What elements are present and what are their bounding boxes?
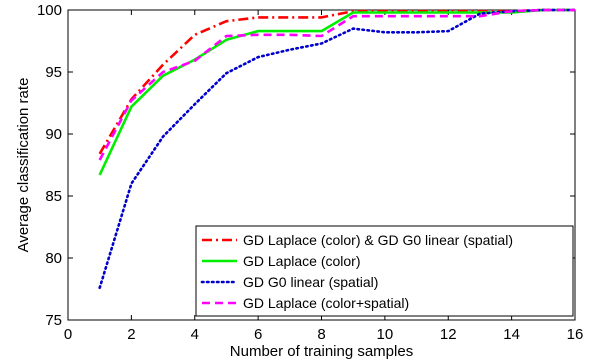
y-tick-label: 85 bbox=[45, 188, 62, 205]
x-tick-label: 0 bbox=[64, 326, 72, 343]
x-tick-label: 2 bbox=[127, 326, 135, 343]
x-tick-label: 8 bbox=[317, 326, 325, 343]
legend-label-1: GD Laplace (color) & GD G0 linear (spati… bbox=[243, 232, 513, 248]
y-tick-label: 75 bbox=[45, 312, 62, 329]
x-tick-label: 4 bbox=[191, 326, 199, 343]
series-line-4 bbox=[98, 8, 575, 161]
x-tick-label: 16 bbox=[567, 326, 584, 343]
legend-box bbox=[195, 225, 574, 317]
legend-label-2: GD Laplace (color) bbox=[243, 253, 361, 269]
y-tick-label: 80 bbox=[45, 250, 62, 267]
y-axis-title: Average classification rate bbox=[15, 78, 32, 253]
x-tick-label: 10 bbox=[377, 326, 394, 343]
legend-label-3: GD G0 linear (spatial) bbox=[243, 274, 378, 290]
y-tick-label: 100 bbox=[37, 2, 62, 19]
y-tick-label: 90 bbox=[45, 126, 62, 143]
x-tick-label: 6 bbox=[254, 326, 262, 343]
series-lines bbox=[98, 8, 577, 290]
legend-label-4: GD Laplace (color+spatial) bbox=[243, 295, 409, 311]
y-tick-label: 95 bbox=[45, 64, 62, 81]
legend: GD Laplace (color) & GD G0 linear (spati… bbox=[195, 225, 574, 317]
x-tick-label: 12 bbox=[440, 326, 457, 343]
axis-ticks: 0 2 4 6 8 10 12 14 16 75 80 85 90 95 100 bbox=[37, 2, 583, 343]
x-tick-label: 14 bbox=[503, 326, 520, 343]
x-axis-title: Number of training samples bbox=[230, 343, 413, 360]
